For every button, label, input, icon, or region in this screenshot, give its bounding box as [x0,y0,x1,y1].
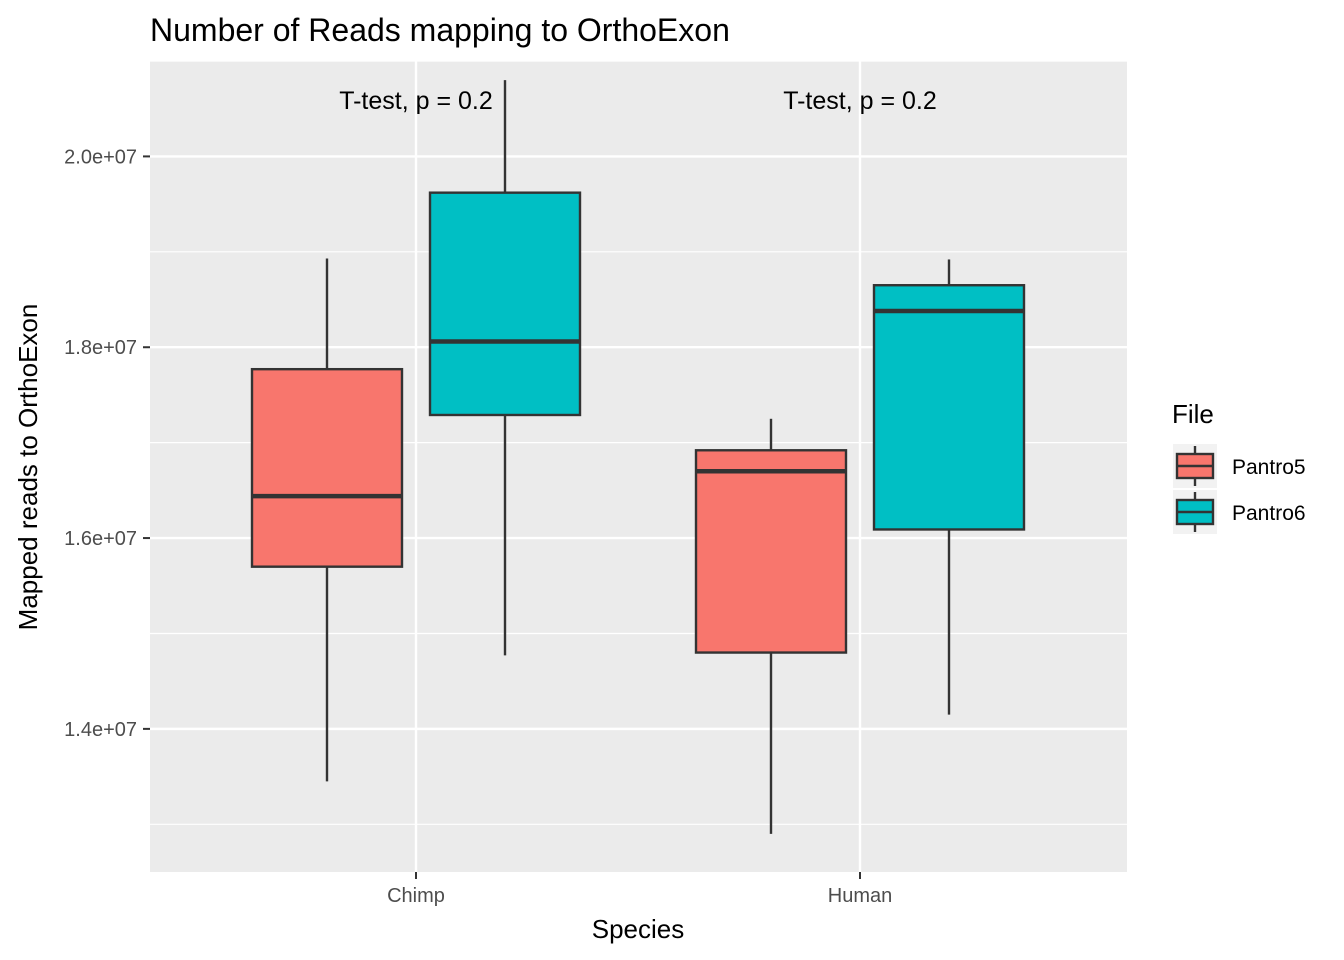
annotation-chimp: T-test, p = 0.2 [339,87,493,115]
box-iqr [250,367,404,568]
y-axis-title: Mapped reads to OrthoExon [13,304,43,631]
legend-key-pantro6 [1173,490,1217,534]
box-iqr [872,284,1026,531]
y-tick-label: 1.6e+07 [64,528,137,550]
x-axis: Chimp Human [387,872,892,907]
x-tick-label: Human [828,885,892,907]
chart-title: Number of Reads mapping to OrthoExon [150,12,730,48]
x-axis-title: Species [592,914,685,944]
box-pantro6-human [872,259,1026,715]
y-tick-label: 2.0e+07 [64,146,137,168]
box-pantro5-human [694,418,848,834]
legend-title: File [1172,399,1214,429]
box-iqr [428,191,582,417]
annotation-human: T-test, p = 0.2 [783,87,937,115]
major-gridlines [150,61,1127,872]
y-axis: 1.4e+07 1.6e+07 1.8e+07 2.0e+07 [64,146,150,741]
box-series [250,80,1026,834]
legend: File Pantro5 Pantro6 [1172,399,1306,534]
x-tick-label: Chimp [387,885,445,907]
test-annotations: T-test, p = 0.2 T-test, p = 0.2 [339,87,937,115]
legend-key-pantro5 [1173,444,1217,488]
y-tick-label: 1.8e+07 [64,337,137,359]
box-pantro6-chimp [428,80,582,656]
box-iqr [694,449,848,654]
y-tick-label: 1.4e+07 [64,719,137,741]
legend-label-pantro5: Pantro5 [1232,456,1306,479]
box-pantro5-chimp [250,258,404,782]
legend-label-pantro6: Pantro6 [1232,502,1306,525]
